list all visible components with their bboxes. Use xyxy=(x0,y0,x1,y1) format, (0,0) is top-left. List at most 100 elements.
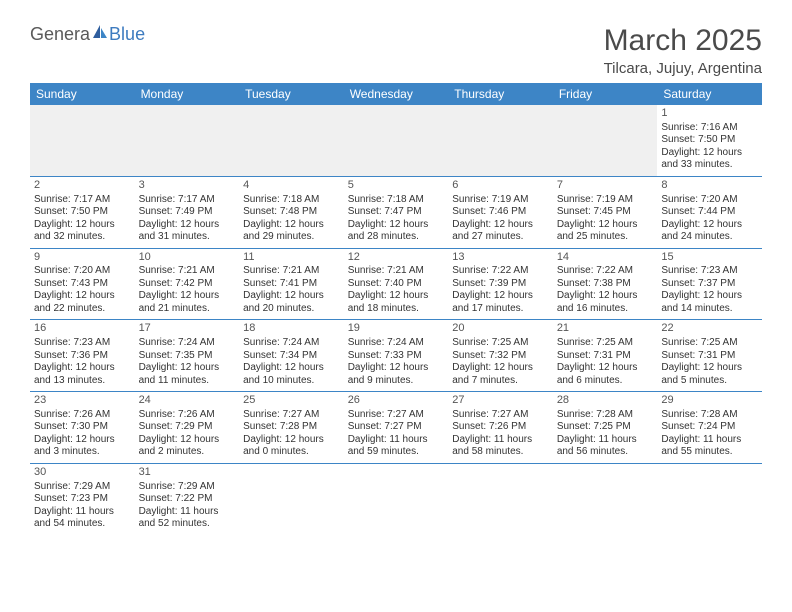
cell-line-ss: Sunset: 7:31 PM xyxy=(557,350,654,363)
cell-line-dl2: and 28 minutes. xyxy=(348,231,445,244)
calendar-cell: 25Sunrise: 7:27 AMSunset: 7:28 PMDayligh… xyxy=(239,392,344,464)
calendar-cell xyxy=(344,463,449,534)
calendar-row: 23Sunrise: 7:26 AMSunset: 7:30 PMDayligh… xyxy=(30,392,762,464)
cell-line-dl2: and 56 minutes. xyxy=(557,446,654,459)
cell-line-ss: Sunset: 7:43 PM xyxy=(34,278,131,291)
day-number: 5 xyxy=(348,179,445,193)
location: Tilcara, Jujuy, Argentina xyxy=(604,60,762,77)
day-number: 13 xyxy=(452,251,549,265)
cell-line-sr: Sunrise: 7:24 AM xyxy=(139,337,236,350)
cell-line-dl1: Daylight: 12 hours xyxy=(139,434,236,447)
cell-line-dl2: and 22 minutes. xyxy=(34,303,131,316)
cell-line-ss: Sunset: 7:29 PM xyxy=(139,421,236,434)
cell-line-sr: Sunrise: 7:27 AM xyxy=(243,409,340,422)
weekday-header: Wednesday xyxy=(344,83,449,105)
cell-line-sr: Sunrise: 7:21 AM xyxy=(139,265,236,278)
title-block: March 2025 Tilcara, Jujuy, Argentina xyxy=(604,24,762,77)
day-number: 19 xyxy=(348,322,445,336)
calendar-cell xyxy=(553,105,658,176)
cell-line-ss: Sunset: 7:40 PM xyxy=(348,278,445,291)
cell-line-sr: Sunrise: 7:22 AM xyxy=(557,265,654,278)
calendar-cell: 9Sunrise: 7:20 AMSunset: 7:43 PMDaylight… xyxy=(30,248,135,320)
cell-line-ss: Sunset: 7:23 PM xyxy=(34,493,131,506)
day-number: 2 xyxy=(34,179,131,193)
cell-line-dl2: and 0 minutes. xyxy=(243,446,340,459)
cell-line-dl2: and 10 minutes. xyxy=(243,375,340,388)
cell-line-dl1: Daylight: 11 hours xyxy=(661,434,758,447)
calendar-cell: 1Sunrise: 7:16 AMSunset: 7:50 PMDaylight… xyxy=(657,105,762,176)
cell-line-dl2: and 5 minutes. xyxy=(661,375,758,388)
cell-line-ss: Sunset: 7:49 PM xyxy=(139,206,236,219)
cell-line-sr: Sunrise: 7:27 AM xyxy=(348,409,445,422)
calendar-cell: 12Sunrise: 7:21 AMSunset: 7:40 PMDayligh… xyxy=(344,248,449,320)
cell-line-sr: Sunrise: 7:29 AM xyxy=(139,481,236,494)
cell-line-dl1: Daylight: 12 hours xyxy=(34,219,131,232)
calendar-cell: 6Sunrise: 7:19 AMSunset: 7:46 PMDaylight… xyxy=(448,176,553,248)
cell-line-dl1: Daylight: 12 hours xyxy=(452,290,549,303)
cell-line-dl2: and 33 minutes. xyxy=(661,159,758,172)
day-number: 3 xyxy=(139,179,236,193)
calendar-cell: 15Sunrise: 7:23 AMSunset: 7:37 PMDayligh… xyxy=(657,248,762,320)
cell-line-dl1: Daylight: 12 hours xyxy=(557,362,654,375)
cell-line-dl2: and 32 minutes. xyxy=(34,231,131,244)
cell-line-dl1: Daylight: 12 hours xyxy=(452,219,549,232)
cell-line-sr: Sunrise: 7:26 AM xyxy=(34,409,131,422)
cell-line-sr: Sunrise: 7:17 AM xyxy=(139,194,236,207)
header: Genera Blue March 2025 Tilcara, Jujuy, A… xyxy=(30,24,762,77)
cell-line-sr: Sunrise: 7:28 AM xyxy=(661,409,758,422)
calendar-cell: 3Sunrise: 7:17 AMSunset: 7:49 PMDaylight… xyxy=(135,176,240,248)
cell-line-sr: Sunrise: 7:23 AM xyxy=(34,337,131,350)
cell-line-dl2: and 3 minutes. xyxy=(34,446,131,459)
cell-line-sr: Sunrise: 7:24 AM xyxy=(348,337,445,350)
cell-line-ss: Sunset: 7:36 PM xyxy=(34,350,131,363)
cell-line-dl2: and 2 minutes. xyxy=(139,446,236,459)
cell-line-dl1: Daylight: 11 hours xyxy=(34,506,131,519)
calendar-cell: 14Sunrise: 7:22 AMSunset: 7:38 PMDayligh… xyxy=(553,248,658,320)
calendar-row: 9Sunrise: 7:20 AMSunset: 7:43 PMDaylight… xyxy=(30,248,762,320)
calendar-body: 1Sunrise: 7:16 AMSunset: 7:50 PMDaylight… xyxy=(30,105,762,535)
cell-line-dl2: and 24 minutes. xyxy=(661,231,758,244)
calendar-cell: 21Sunrise: 7:25 AMSunset: 7:31 PMDayligh… xyxy=(553,320,658,392)
cell-line-dl2: and 31 minutes. xyxy=(139,231,236,244)
day-number: 21 xyxy=(557,322,654,336)
cell-line-ss: Sunset: 7:28 PM xyxy=(243,421,340,434)
cell-line-ss: Sunset: 7:22 PM xyxy=(139,493,236,506)
calendar-cell: 20Sunrise: 7:25 AMSunset: 7:32 PMDayligh… xyxy=(448,320,553,392)
cell-line-ss: Sunset: 7:37 PM xyxy=(661,278,758,291)
calendar-cell: 22Sunrise: 7:25 AMSunset: 7:31 PMDayligh… xyxy=(657,320,762,392)
cell-line-dl2: and 20 minutes. xyxy=(243,303,340,316)
day-number: 25 xyxy=(243,394,340,408)
cell-line-ss: Sunset: 7:42 PM xyxy=(139,278,236,291)
cell-line-ss: Sunset: 7:32 PM xyxy=(452,350,549,363)
cell-line-dl1: Daylight: 11 hours xyxy=(452,434,549,447)
cell-line-dl1: Daylight: 11 hours xyxy=(348,434,445,447)
cell-line-ss: Sunset: 7:24 PM xyxy=(661,421,758,434)
calendar-cell xyxy=(135,105,240,176)
day-number: 8 xyxy=(661,179,758,193)
cell-line-dl2: and 7 minutes. xyxy=(452,375,549,388)
calendar-cell: 24Sunrise: 7:26 AMSunset: 7:29 PMDayligh… xyxy=(135,392,240,464)
calendar-cell: 30Sunrise: 7:29 AMSunset: 7:23 PMDayligh… xyxy=(30,463,135,534)
calendar-cell: 28Sunrise: 7:28 AMSunset: 7:25 PMDayligh… xyxy=(553,392,658,464)
calendar-cell: 11Sunrise: 7:21 AMSunset: 7:41 PMDayligh… xyxy=(239,248,344,320)
day-number: 18 xyxy=(243,322,340,336)
cell-line-sr: Sunrise: 7:26 AM xyxy=(139,409,236,422)
cell-line-dl1: Daylight: 12 hours xyxy=(243,434,340,447)
calendar-cell: 31Sunrise: 7:29 AMSunset: 7:22 PMDayligh… xyxy=(135,463,240,534)
day-number: 1 xyxy=(661,107,758,121)
cell-line-ss: Sunset: 7:46 PM xyxy=(452,206,549,219)
calendar-cell: 18Sunrise: 7:24 AMSunset: 7:34 PMDayligh… xyxy=(239,320,344,392)
cell-line-ss: Sunset: 7:27 PM xyxy=(348,421,445,434)
cell-line-dl1: Daylight: 12 hours xyxy=(139,362,236,375)
calendar-cell: 29Sunrise: 7:28 AMSunset: 7:24 PMDayligh… xyxy=(657,392,762,464)
calendar-head: SundayMondayTuesdayWednesdayThursdayFrid… xyxy=(30,83,762,105)
calendar-cell: 2Sunrise: 7:17 AMSunset: 7:50 PMDaylight… xyxy=(30,176,135,248)
day-number: 11 xyxy=(243,251,340,265)
day-number: 16 xyxy=(34,322,131,336)
cell-line-ss: Sunset: 7:26 PM xyxy=(452,421,549,434)
calendar-cell: 8Sunrise: 7:20 AMSunset: 7:44 PMDaylight… xyxy=(657,176,762,248)
cell-line-dl2: and 11 minutes. xyxy=(139,375,236,388)
day-number: 14 xyxy=(557,251,654,265)
calendar-cell: 27Sunrise: 7:27 AMSunset: 7:26 PMDayligh… xyxy=(448,392,553,464)
calendar-cell xyxy=(239,463,344,534)
